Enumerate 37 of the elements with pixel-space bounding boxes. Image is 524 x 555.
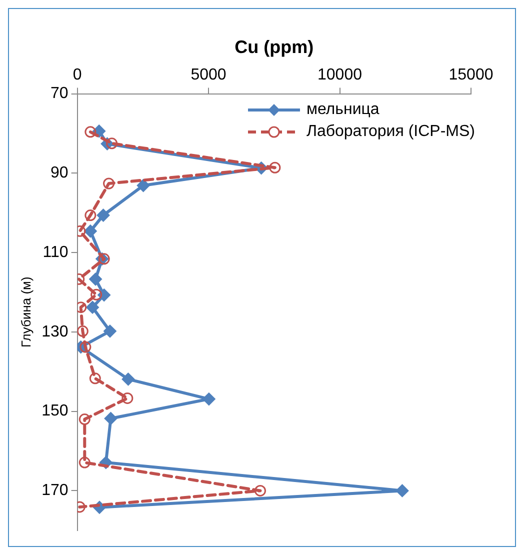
point [136, 178, 150, 192]
point [396, 484, 409, 498]
point [122, 372, 135, 386]
point [78, 456, 90, 468]
point [98, 253, 110, 265]
y-tick-label: 150 [42, 402, 68, 420]
point [84, 126, 96, 138]
point [80, 341, 92, 353]
x-tick-label: 10000 [318, 66, 362, 84]
x-tick-label: 5000 [190, 66, 226, 84]
point [106, 138, 118, 150]
y-tick-label: 170 [42, 482, 68, 500]
point [104, 412, 118, 425]
x-tick-label: 0 [72, 66, 82, 84]
point [78, 414, 90, 426]
x-tick-label: 15000 [448, 66, 494, 84]
point [96, 208, 110, 222]
x-axis-title: Cu (ppm) [234, 36, 314, 57]
point [84, 224, 97, 238]
point [90, 288, 102, 300]
point [84, 210, 96, 222]
point [103, 324, 116, 338]
legend-label: Лаборатория (ICP-MS) [306, 122, 475, 142]
legend-label: мельница [306, 100, 380, 120]
point [122, 392, 134, 404]
y-tick-label: 130 [42, 323, 68, 340]
point [77, 325, 88, 337]
point [103, 178, 115, 190]
y-axis-title: Глубина (м) [18, 276, 34, 348]
point [254, 484, 266, 496]
y-tick-label: 70 [50, 85, 68, 102]
point [86, 300, 100, 314]
point [89, 372, 101, 384]
point [269, 162, 281, 174]
y-tick-label: 90 [50, 164, 68, 182]
y-tick-label: 110 [42, 244, 68, 261]
point [89, 272, 102, 286]
